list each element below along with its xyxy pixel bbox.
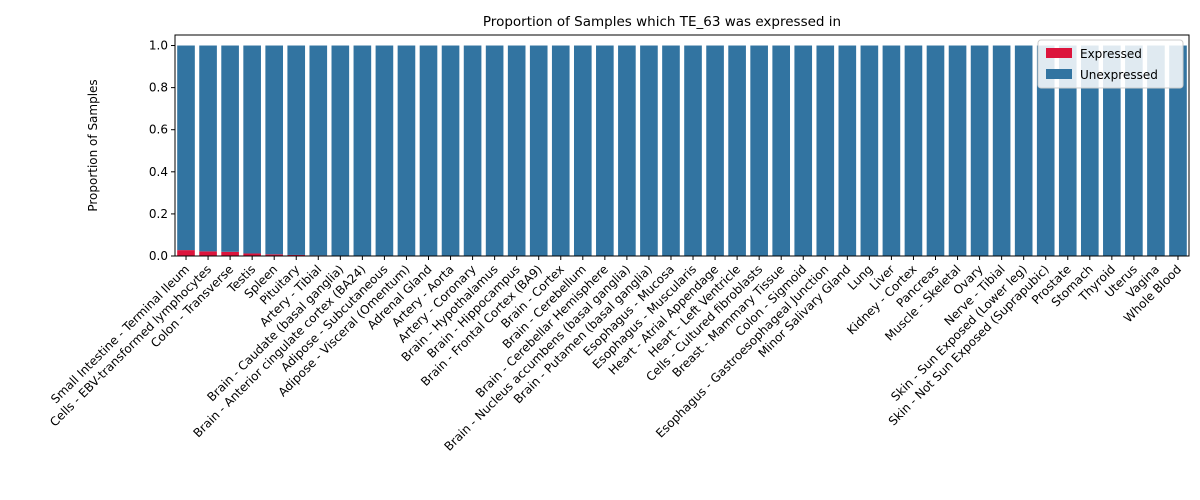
bar-unexpressed — [816, 45, 835, 256]
bar-unexpressed — [904, 45, 923, 256]
bar-unexpressed — [1147, 45, 1165, 256]
y-tick-label: 0.8 — [149, 81, 168, 95]
y-tick-label: 0.4 — [149, 165, 168, 179]
bar-unexpressed — [507, 45, 526, 256]
bar-unexpressed — [970, 45, 989, 256]
bar-unexpressed — [838, 45, 857, 256]
bar-unexpressed — [772, 45, 791, 256]
bar-unexpressed — [750, 45, 768, 256]
legend: Expressed Unexpressed — [1037, 39, 1184, 89]
y-tick-label: 0.0 — [149, 249, 168, 263]
bar-expressed — [243, 253, 261, 256]
x-tick-label: Cells - EBV-transformed lymphocytes — [47, 262, 214, 429]
bar-unexpressed — [1014, 45, 1033, 256]
y-tick-label: 0.6 — [149, 123, 168, 137]
bar-unexpressed — [728, 45, 746, 256]
legend-label: Expressed — [1080, 47, 1142, 61]
legend-label: Unexpressed — [1080, 68, 1158, 82]
bar-unexpressed — [992, 45, 1011, 256]
bar-expressed — [265, 254, 284, 256]
bar-unexpressed — [441, 45, 460, 256]
bar-unexpressed — [706, 45, 724, 256]
bar-expressed — [287, 254, 306, 256]
bar-unexpressed — [463, 45, 482, 256]
bar-unexpressed — [1058, 45, 1077, 256]
bar-expressed — [221, 251, 239, 256]
bar-unexpressed — [926, 45, 945, 256]
legend-swatch — [1046, 48, 1072, 58]
bar-unexpressed — [860, 45, 879, 256]
y-axis-label: Proportion of Samples — [86, 79, 100, 211]
bar-unexpressed — [287, 45, 306, 255]
y-tick-label: 1.0 — [149, 39, 168, 53]
bar-unexpressed — [1036, 45, 1055, 256]
bar-unexpressed — [177, 45, 195, 251]
chart-title: Proportion of Samples which TE_63 was ex… — [483, 14, 841, 30]
bar-unexpressed — [882, 45, 901, 256]
y-axis: 0.0 0.2 0.4 0.6 0.8 1.0 — [149, 39, 175, 263]
bar-unexpressed — [684, 45, 702, 256]
bar-unexpressed — [640, 45, 658, 256]
plot-frame — [174, 34, 1190, 257]
bar-unexpressed — [309, 45, 328, 256]
bar-unexpressed — [1169, 45, 1187, 256]
bars-layer — [177, 45, 1187, 256]
bar-expressed — [199, 251, 217, 256]
legend-swatch — [1046, 69, 1072, 79]
bar-unexpressed — [1125, 45, 1143, 256]
bar-unexpressed — [221, 45, 239, 252]
bar-unexpressed — [485, 45, 504, 256]
bar-unexpressed — [353, 45, 372, 256]
bar-unexpressed — [551, 45, 570, 256]
bar-unexpressed — [948, 45, 967, 256]
bar-unexpressed — [265, 45, 284, 255]
bar-expressed — [177, 250, 195, 256]
y-tick-label: 0.2 — [149, 207, 168, 221]
bar-unexpressed — [573, 45, 592, 256]
bar-unexpressed — [199, 45, 217, 252]
bar-unexpressed — [529, 45, 548, 256]
bar-unexpressed — [243, 45, 261, 254]
bar-unexpressed — [419, 45, 438, 256]
bar-unexpressed — [662, 45, 680, 256]
bar-unexpressed — [1103, 45, 1121, 256]
legend-box — [1037, 39, 1184, 89]
bar-unexpressed — [596, 45, 614, 256]
bar-unexpressed — [618, 45, 636, 256]
bar-unexpressed — [1080, 45, 1099, 256]
bar-unexpressed — [397, 45, 416, 256]
bar-unexpressed — [375, 45, 394, 256]
bar-unexpressed — [331, 45, 350, 256]
bar-unexpressed — [794, 45, 813, 256]
